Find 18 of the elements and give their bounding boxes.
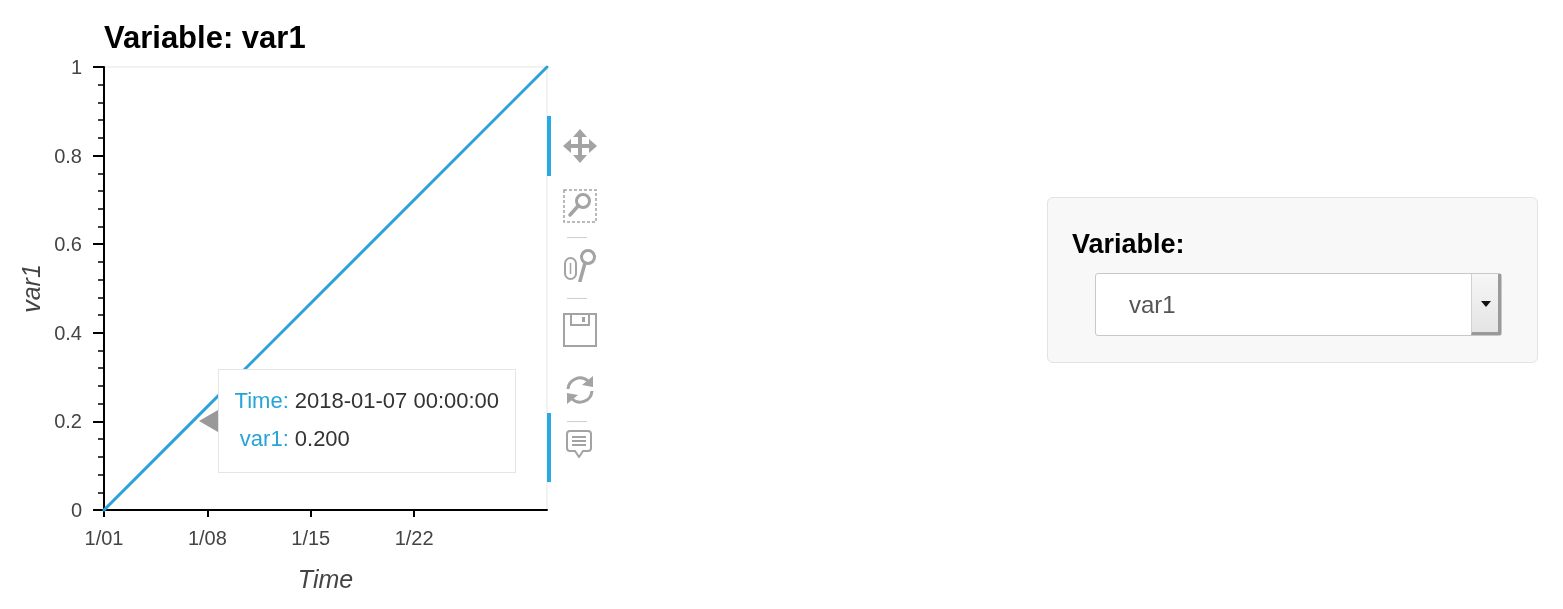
- dropdown-field: var1: [1095, 273, 1502, 336]
- y-tick-label: 1: [70, 56, 82, 78]
- x-axis-title: Time: [297, 564, 354, 593]
- chart-title: Variable: var1: [104, 20, 306, 55]
- y-tick-label: 0.4: [54, 321, 82, 344]
- x-tick-label: 1/01: [84, 527, 124, 549]
- text: Variable:: [1072, 228, 1185, 260]
- y-tick-label: 0.6: [54, 233, 82, 256]
- y-tick-label: 0.8: [54, 144, 82, 167]
- annotation: Time: 2018-01-07 00:00:00: [234, 387, 500, 416]
- y-tick-label: 0.2: [54, 410, 82, 433]
- y-tick-label: 0: [70, 499, 82, 521]
- x-tick-label: 1/08: [187, 527, 227, 549]
- annotation: var1: 0.200: [238, 425, 351, 454]
- tooltip-box: Time: 2018-01-07 00:00:00 var1: 0.200: [217, 369, 517, 474]
- x-tick-label: 1/22: [394, 527, 434, 549]
- y-axis-title: var1: [16, 264, 45, 313]
- x-tick-label: 1/15: [291, 527, 331, 549]
